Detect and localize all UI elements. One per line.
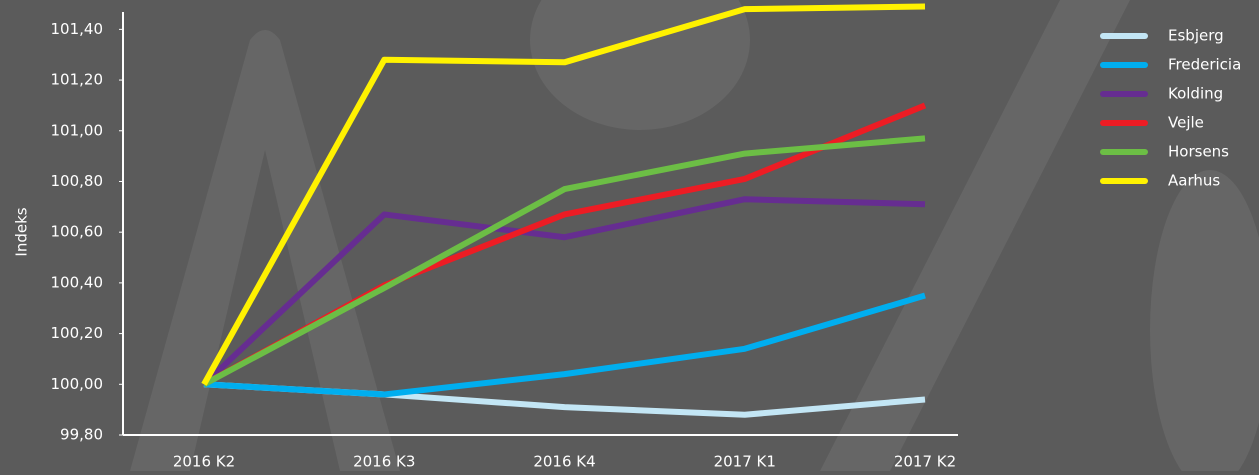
y-tick-label: 100,20 (51, 324, 104, 342)
legend-label: Fredericia (1168, 56, 1241, 74)
y-axis-label: Indeks (13, 207, 31, 256)
y-tick-label: 101,20 (51, 71, 104, 89)
x-tick-label: 2016 K3 (353, 453, 415, 471)
line-series (201, 3, 926, 386)
x-tick-label: 2016 K2 (173, 453, 235, 471)
line-series (203, 292, 926, 398)
y-tick-label: 100,80 (51, 172, 104, 190)
x-tick-label: 2017 K2 (894, 453, 956, 471)
legend-label: Kolding (1168, 85, 1223, 103)
y-tick-label: 101,00 (51, 121, 104, 139)
legend-label: Esbjerg (1168, 27, 1224, 45)
y-tick-label: 100,00 (51, 375, 104, 393)
y-tick-label: 101,40 (51, 20, 104, 38)
watermark (130, 0, 1259, 475)
x-tick-label: 2016 K4 (533, 453, 595, 471)
y-tick-label: 100,40 (51, 273, 104, 291)
y-tick-label: 99,80 (60, 426, 103, 444)
line-series (201, 196, 926, 387)
line-series (202, 135, 926, 387)
legend-label: Horsens (1168, 143, 1229, 161)
legend-label: Aarhus (1168, 172, 1220, 190)
legend-label: Vejle (1168, 114, 1204, 132)
x-tick-label: 2017 K1 (714, 453, 776, 471)
y-tick-label: 100,60 (51, 223, 104, 241)
